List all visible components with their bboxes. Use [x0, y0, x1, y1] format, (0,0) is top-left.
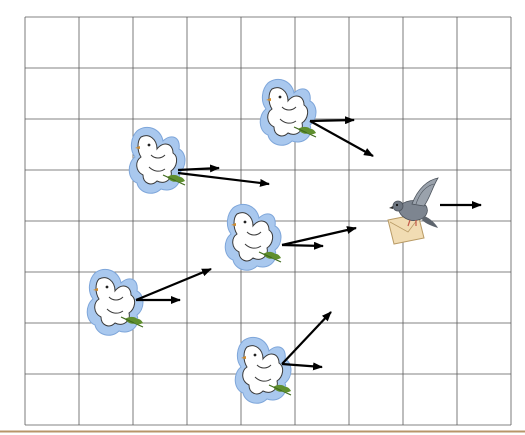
arrow-middle-short: [281, 241, 324, 250]
arrow-lower-left-long: [135, 267, 212, 302]
arrow-upper-left-long: [177, 171, 270, 187]
arrow-middle-long: [281, 226, 357, 247]
arrow-top-short: [309, 116, 355, 125]
arrow-top-long: [309, 120, 374, 157]
carrier-pigeon-icon: [387, 177, 439, 245]
arrow-upper-left-short: [177, 164, 220, 173]
velocity-arrows: [135, 116, 482, 371]
dove-top-icon: [259, 78, 317, 146]
dove-upper-left-icon: [128, 126, 186, 194]
dove-lower-left-icon: [86, 268, 144, 336]
arrow-bottom-long: [281, 311, 332, 365]
dove-middle-icon: [224, 203, 282, 271]
arrow-bottom-short: [281, 362, 323, 371]
dove-bottom-icon: [234, 336, 292, 404]
